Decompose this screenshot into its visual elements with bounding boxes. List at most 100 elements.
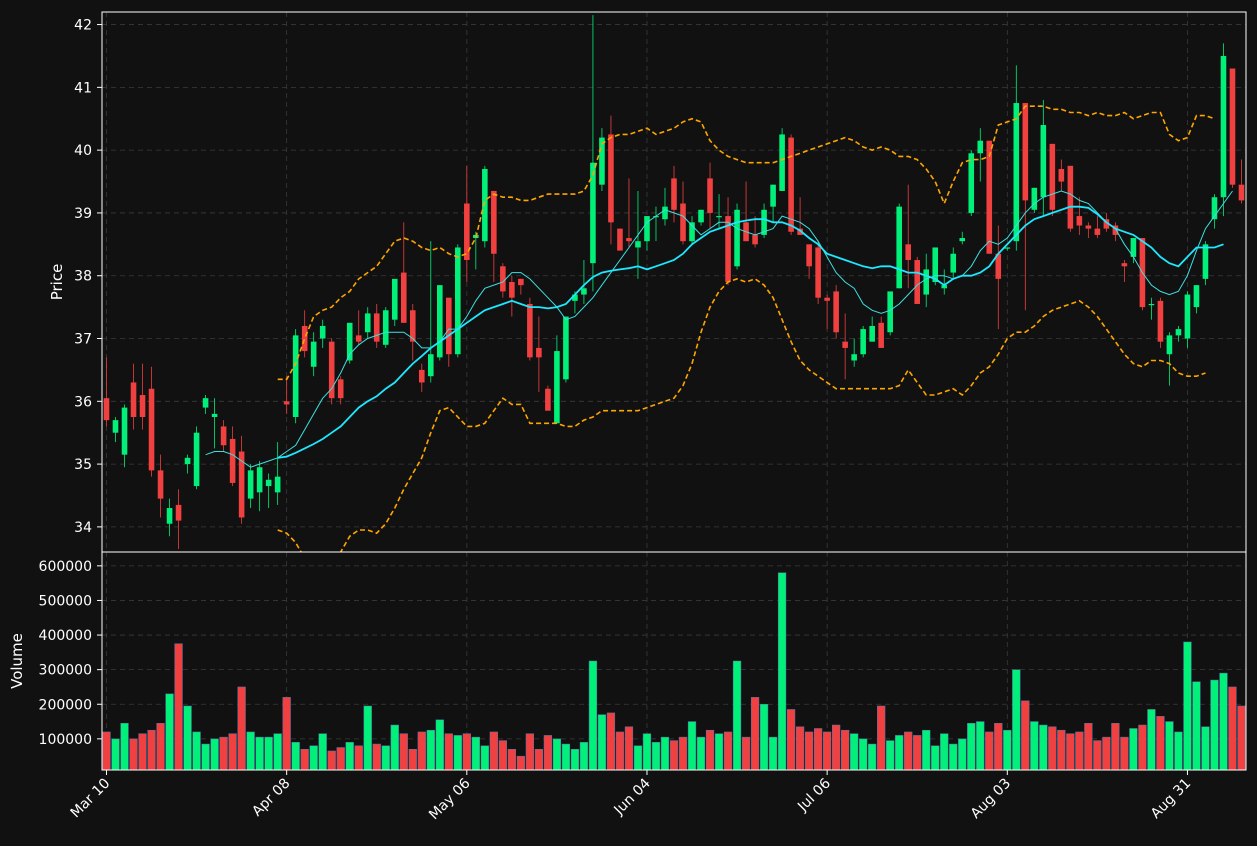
volume-bar xyxy=(291,742,300,770)
candle-body xyxy=(1148,303,1155,306)
volume-bar xyxy=(426,729,435,770)
volume-bar xyxy=(1003,729,1012,770)
volume-bar xyxy=(1129,728,1138,770)
volume-bar xyxy=(795,726,805,770)
candle-body xyxy=(337,379,344,399)
volume-bar xyxy=(372,743,381,770)
candle-body xyxy=(464,203,470,261)
candle-body xyxy=(328,341,335,399)
volume-bar xyxy=(642,733,652,770)
volume-bar xyxy=(1138,724,1147,770)
volume-bar xyxy=(183,705,192,770)
candle-body xyxy=(1130,238,1137,257)
candle-body xyxy=(518,278,524,286)
price-tick-label: 38 xyxy=(74,269,92,285)
volume-bar xyxy=(282,697,291,770)
candle-body xyxy=(1238,184,1245,201)
candle-body xyxy=(725,216,731,282)
date-tick-label: Aug 31 xyxy=(1148,776,1194,822)
volume-bar xyxy=(877,705,886,770)
volume-bar xyxy=(850,733,859,770)
volume-bar xyxy=(768,736,778,770)
volume-bar xyxy=(814,728,823,770)
volume-bar xyxy=(1165,721,1174,770)
candle-body xyxy=(959,238,966,242)
moving-average-slow-line xyxy=(277,205,1224,459)
candle-body xyxy=(608,134,614,223)
candle-body xyxy=(1103,219,1110,229)
volume-bar xyxy=(570,748,580,770)
candle-body xyxy=(968,153,975,213)
volume-bar xyxy=(1228,686,1237,770)
volume-tick-label: 500000 xyxy=(39,593,92,609)
volume-bar xyxy=(516,755,525,770)
volume-bar xyxy=(1066,733,1075,770)
candle-body xyxy=(815,247,821,298)
candle-body xyxy=(400,272,407,323)
volume-bar xyxy=(832,724,841,770)
candle-body xyxy=(437,285,443,358)
volume-bar xyxy=(480,745,489,770)
volume-bar xyxy=(931,745,940,770)
candle-body xyxy=(995,253,1002,279)
volume-panel-frame xyxy=(101,551,1247,771)
candle-body xyxy=(1031,187,1038,210)
volume-bar xyxy=(201,743,210,770)
volume-bar xyxy=(309,745,318,770)
volume-bar xyxy=(336,747,345,770)
volume-bar xyxy=(1183,641,1192,770)
candle-body xyxy=(148,388,155,471)
candle-body xyxy=(1202,244,1209,279)
candle-body xyxy=(103,398,110,421)
candle-body xyxy=(482,168,488,242)
volume-bar xyxy=(138,733,147,770)
candle-body xyxy=(364,313,371,333)
volume-bar xyxy=(381,745,390,770)
volume-bar xyxy=(363,705,372,770)
volume-bar xyxy=(624,726,634,770)
volume-axis-label: Volume xyxy=(8,633,26,689)
date-tick-label: Apr 08 xyxy=(249,776,293,820)
bollinger-upper-line xyxy=(277,105,1215,381)
volume-bar xyxy=(1012,669,1021,770)
candle-body xyxy=(112,420,119,433)
candle-body xyxy=(950,253,957,273)
volume-bar xyxy=(759,704,769,770)
volume-bar xyxy=(696,736,706,770)
volume-bar xyxy=(561,743,571,770)
volume-bar xyxy=(705,729,715,770)
volume-bar xyxy=(246,731,255,770)
volume-bar xyxy=(264,736,273,770)
gridlines xyxy=(102,12,1246,770)
candle-body xyxy=(707,178,713,213)
candle-body xyxy=(905,244,911,261)
volume-bar xyxy=(922,729,931,770)
candle-body xyxy=(256,467,263,493)
volume-bar xyxy=(597,714,607,770)
volume-bar xyxy=(228,733,237,770)
candle-body xyxy=(590,162,596,264)
volume-bar xyxy=(841,729,850,770)
candle-body xyxy=(500,266,506,292)
candle-body xyxy=(1004,247,1011,249)
volume-bar xyxy=(859,738,868,770)
candle-body xyxy=(617,228,623,251)
candle-body xyxy=(238,451,245,518)
price-panel-frame xyxy=(101,11,1247,553)
candle-body xyxy=(1112,225,1119,235)
volume-bar xyxy=(102,731,111,770)
volume-bar xyxy=(1219,672,1228,770)
volume-bar xyxy=(904,731,913,770)
volume-bar xyxy=(1057,729,1066,770)
volume-bar xyxy=(967,723,976,770)
candle-body xyxy=(1094,228,1101,235)
volume-bar xyxy=(255,736,264,770)
candle-body xyxy=(1193,285,1200,308)
candle-body xyxy=(1166,335,1173,355)
volume-bar xyxy=(345,742,354,770)
candle-body xyxy=(1229,68,1236,185)
candle-body xyxy=(247,470,254,499)
volume-bar xyxy=(579,742,589,770)
candle-body xyxy=(310,341,317,367)
candle-body xyxy=(941,285,948,289)
